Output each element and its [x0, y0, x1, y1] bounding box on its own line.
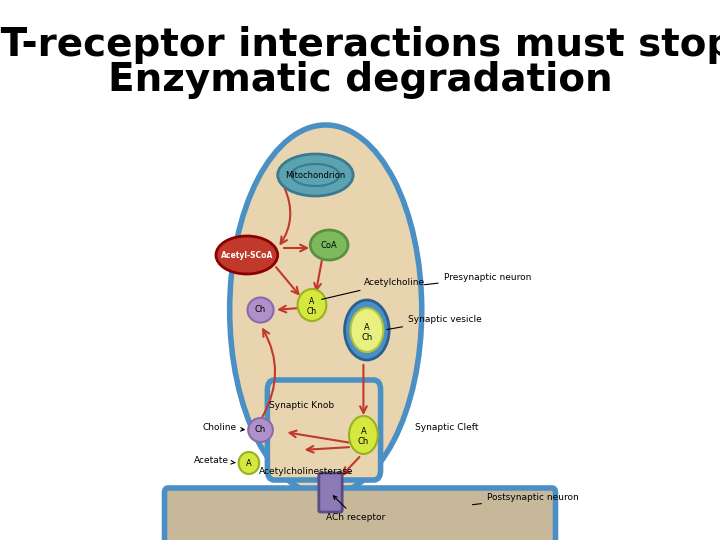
Text: Ch: Ch [358, 437, 369, 447]
FancyBboxPatch shape [319, 473, 342, 512]
Text: ACh receptor: ACh receptor [325, 496, 385, 522]
Ellipse shape [278, 154, 353, 196]
Text: Synaptic Knob: Synaptic Knob [269, 401, 334, 409]
Text: Acetyl-SCoA: Acetyl-SCoA [220, 251, 273, 260]
Ellipse shape [230, 125, 422, 495]
Text: Synaptic vesicle: Synaptic vesicle [387, 315, 482, 329]
Text: Synaptic Cleft: Synaptic Cleft [415, 422, 478, 431]
FancyBboxPatch shape [164, 488, 556, 540]
Bar [168, 495, 552, 540]
Text: Choline: Choline [202, 423, 244, 432]
Text: Enzymatic degradation: Enzymatic degradation [108, 61, 612, 99]
Text: Postsynaptic neuron: Postsynaptic neuron [472, 493, 579, 505]
Ellipse shape [297, 289, 326, 321]
Text: Acetylcholine: Acetylcholine [322, 278, 425, 299]
Text: Acetylcholinesterase: Acetylcholinesterase [259, 468, 354, 476]
Ellipse shape [248, 298, 274, 322]
Ellipse shape [349, 416, 378, 454]
Text: Ch: Ch [255, 426, 266, 435]
Text: CoA: CoA [320, 240, 338, 249]
Text: NT-receptor interactions must stop!: NT-receptor interactions must stop! [0, 26, 720, 64]
Ellipse shape [238, 452, 259, 474]
FancyBboxPatch shape [267, 380, 381, 480]
Text: Presynaptic neuron: Presynaptic neuron [425, 273, 531, 285]
Text: Ch: Ch [255, 306, 266, 314]
Ellipse shape [351, 308, 383, 352]
Ellipse shape [310, 230, 348, 260]
Text: A: A [361, 428, 366, 436]
Text: A: A [246, 458, 252, 468]
Ellipse shape [345, 300, 389, 360]
Text: A: A [364, 322, 370, 332]
Text: Ch: Ch [361, 333, 372, 341]
Text: Mitochondrion: Mitochondrion [285, 171, 346, 179]
Ellipse shape [216, 236, 278, 274]
Text: A: A [310, 298, 315, 307]
Text: Acetate: Acetate [194, 456, 235, 465]
Ellipse shape [248, 418, 273, 442]
Text: Ch: Ch [307, 307, 317, 316]
